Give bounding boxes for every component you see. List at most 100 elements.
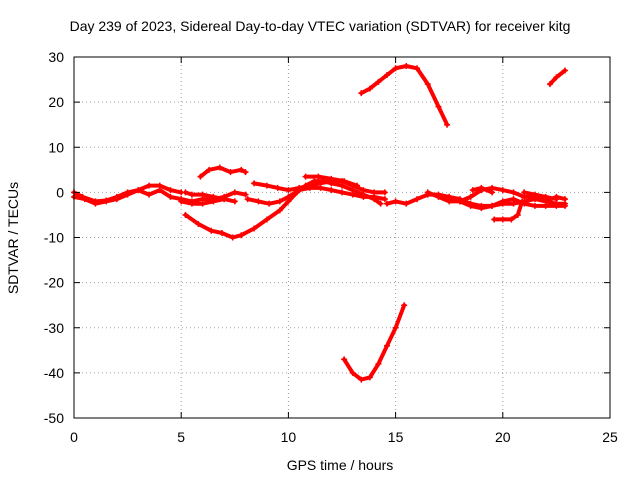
data-point bbox=[341, 356, 348, 363]
data-point bbox=[328, 187, 335, 194]
data-point bbox=[231, 189, 238, 196]
y-tick-label: 30 bbox=[48, 49, 64, 65]
data-point bbox=[244, 196, 251, 203]
data-point bbox=[414, 65, 421, 72]
data-point bbox=[197, 173, 204, 180]
data-point bbox=[467, 202, 474, 209]
data-point bbox=[510, 196, 517, 203]
data-point bbox=[478, 184, 485, 191]
data-point bbox=[414, 196, 421, 203]
data-point bbox=[531, 191, 538, 198]
data-point bbox=[263, 182, 270, 189]
data-point bbox=[499, 187, 506, 194]
data-point bbox=[508, 216, 515, 223]
series-line bbox=[198, 165, 248, 179]
data-point bbox=[266, 200, 273, 207]
axis-ticks: 0 5 10 15 20 25 -50 -40 -30 -20 -10 0 10 20 30 bbox=[44, 49, 618, 445]
y-tick-label: 10 bbox=[48, 139, 64, 155]
series-line bbox=[183, 179, 383, 240]
data-point bbox=[375, 360, 382, 367]
data-point bbox=[206, 166, 213, 173]
data-point bbox=[339, 189, 345, 196]
data-point bbox=[135, 187, 142, 194]
data-point bbox=[435, 193, 442, 200]
data-point bbox=[546, 81, 553, 88]
grid bbox=[74, 57, 610, 418]
y-tick-label: -50 bbox=[44, 410, 64, 426]
data-point bbox=[358, 90, 365, 97]
data-point bbox=[384, 72, 391, 79]
data-point bbox=[238, 166, 245, 173]
data-point bbox=[199, 200, 206, 207]
x-tick-label: 5 bbox=[177, 429, 185, 445]
data-point bbox=[103, 198, 110, 205]
data-point bbox=[392, 198, 399, 205]
series-track-10 bbox=[358, 63, 451, 128]
data-point bbox=[231, 198, 238, 205]
data-point bbox=[392, 324, 399, 331]
data-point bbox=[366, 374, 373, 381]
data-point bbox=[167, 187, 174, 194]
data-point bbox=[377, 200, 384, 207]
data-point bbox=[403, 63, 410, 70]
data-point bbox=[514, 211, 521, 218]
series-track-14 bbox=[446, 193, 568, 212]
data-point bbox=[553, 74, 560, 81]
x-tick-label: 15 bbox=[388, 429, 404, 445]
data-point bbox=[519, 198, 526, 205]
x-tick-label: 10 bbox=[281, 429, 297, 445]
data-point bbox=[499, 216, 506, 223]
data-point bbox=[182, 189, 189, 196]
data-point bbox=[276, 198, 283, 205]
series-track-11 bbox=[341, 302, 408, 383]
y-axis-label: SDTVAR / TECUs bbox=[5, 181, 21, 295]
data-point bbox=[188, 191, 195, 198]
series-track-9 bbox=[302, 173, 361, 189]
x-tick-label: 25 bbox=[602, 429, 618, 445]
y-tick-label: 0 bbox=[56, 184, 64, 200]
data-point bbox=[285, 187, 292, 194]
data-point bbox=[188, 200, 195, 207]
data-point bbox=[375, 78, 382, 85]
y-tick-label: -20 bbox=[44, 275, 64, 291]
data-point bbox=[227, 169, 234, 176]
data-point bbox=[317, 180, 324, 187]
data-point bbox=[446, 193, 453, 200]
y-tick-label: -30 bbox=[44, 320, 64, 336]
data-point bbox=[531, 202, 538, 209]
data-point bbox=[467, 193, 474, 200]
data-point bbox=[349, 191, 356, 198]
series-track-18 bbox=[546, 67, 568, 88]
data-point bbox=[381, 189, 388, 196]
data-point bbox=[489, 189, 496, 196]
data-point bbox=[276, 207, 283, 214]
data-point bbox=[371, 189, 378, 196]
data-point bbox=[167, 193, 174, 200]
data-point bbox=[354, 182, 361, 189]
data-point bbox=[238, 232, 245, 239]
data-point bbox=[403, 200, 410, 207]
data-point bbox=[146, 182, 153, 189]
series-track-17 bbox=[521, 189, 560, 203]
series-track-15 bbox=[469, 184, 496, 196]
y-tick-label: 20 bbox=[48, 94, 64, 110]
data-point bbox=[306, 182, 313, 189]
data-point bbox=[358, 376, 365, 383]
data-point bbox=[360, 187, 367, 194]
data-point bbox=[296, 184, 303, 191]
data-point bbox=[510, 189, 517, 196]
data-point bbox=[195, 220, 202, 227]
series-line bbox=[342, 303, 407, 382]
x-axis-label: GPS time / hours bbox=[286, 457, 394, 473]
data-point bbox=[229, 234, 236, 241]
data-point bbox=[218, 229, 225, 236]
y-tick-label: -10 bbox=[44, 230, 64, 246]
y-tick-label: -40 bbox=[44, 365, 64, 381]
data-point bbox=[349, 369, 356, 376]
data-point bbox=[553, 202, 560, 209]
series-track-7 bbox=[244, 184, 388, 207]
data-point bbox=[242, 169, 249, 176]
data-point bbox=[242, 191, 249, 198]
data-point bbox=[156, 182, 163, 189]
